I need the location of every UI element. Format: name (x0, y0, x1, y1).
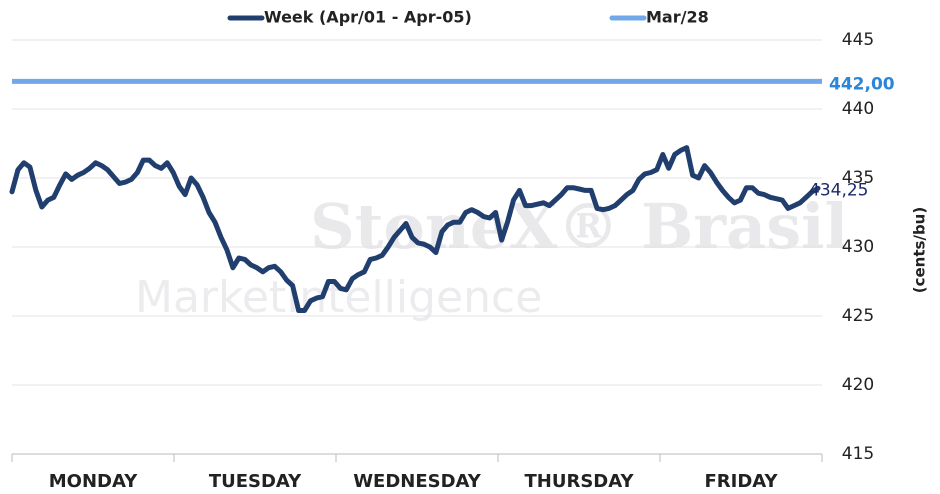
end-label: 442,00 (829, 74, 895, 94)
watermark: MarketIntelligence (135, 272, 542, 323)
y-tick-label: 415 (842, 444, 874, 464)
x-tick-label: THURSDAY (525, 471, 635, 492)
y-axis-label: (cents/bu) (911, 207, 929, 293)
y-tick-label: 435 (842, 168, 874, 188)
x-tick-label: MONDAY (49, 471, 138, 492)
legend-label: Week (Apr/01 - Apr-05) (264, 8, 472, 27)
end-label: 434,25 (809, 180, 868, 200)
x-tick-label: WEDNESDAY (353, 471, 482, 492)
series-line (9, 145, 821, 313)
legend-label: Mar/28 (646, 8, 709, 27)
y-tick-label: 430 (842, 237, 874, 257)
y-tick-label: 420 (842, 375, 874, 395)
watermark: StoneX® Brasil (310, 190, 848, 263)
y-tick-label: 425 (842, 306, 874, 326)
x-tick-label: FRIDAY (704, 471, 778, 492)
y-tick-label: 445 (842, 30, 874, 50)
x-tick-label: TUESDAY (209, 471, 302, 492)
y-tick-label: 440 (842, 99, 874, 119)
